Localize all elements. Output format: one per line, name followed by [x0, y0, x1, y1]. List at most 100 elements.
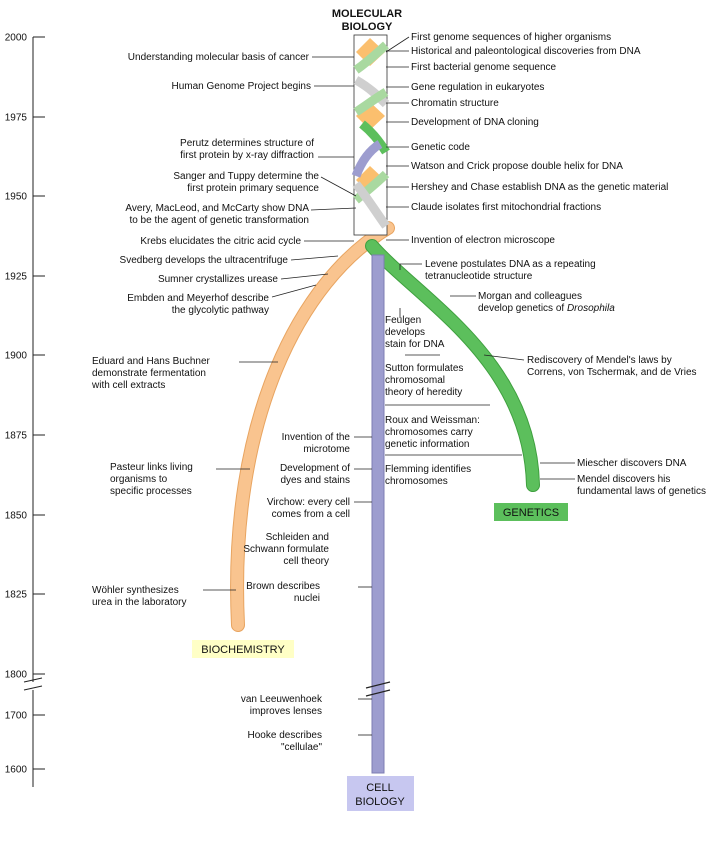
helix-band-grey	[353, 76, 390, 108]
event-label: van Leeuwenhoek	[241, 694, 323, 705]
event-label: develops	[385, 327, 425, 338]
event-label: Hooke describes	[248, 730, 322, 741]
event-label: Watson and Crick propose double helix fo…	[411, 161, 623, 172]
event-label: Genetic code	[411, 142, 470, 153]
event-label: comes from a cell	[272, 509, 350, 520]
event-leader-line	[310, 207, 357, 211]
event-label: Development of DNA cloning	[411, 117, 539, 128]
axis-tick-label: 1875	[5, 431, 28, 442]
event-label: specific processes	[110, 486, 192, 497]
event-label: first protein by x-ray diffraction	[180, 150, 314, 161]
event-label: Schwann formulate	[243, 544, 329, 555]
event-label: genetic information	[385, 439, 470, 450]
biochemistry-label-box	[192, 640, 294, 658]
event-label: Sanger and Tuppy determine the	[173, 171, 319, 182]
event-label: "cellulae"	[281, 742, 322, 753]
event-label: fundamental laws of genetics	[577, 486, 706, 497]
event-label: Flemming identifies	[385, 464, 471, 475]
event-leader-line	[280, 273, 329, 280]
event-label: Human Genome Project begins	[171, 81, 311, 92]
event-label: to be the agent of genetic transformatio…	[129, 215, 309, 226]
genetics-label: GENETICS	[503, 507, 559, 519]
event-label: Perutz determines structure of	[180, 138, 314, 149]
event-label: Rediscovery of Mendel's laws by	[527, 355, 672, 366]
event-label: First genome sequences of higher organis…	[411, 32, 611, 43]
event-label: Brown describes	[246, 581, 320, 592]
axis-tick-label: 1925	[5, 272, 28, 283]
helix-band-purple	[351, 140, 383, 178]
helix-diamond	[356, 70, 385, 98]
event-label: the glycolytic pathway	[172, 305, 269, 316]
event-label: Feulgen	[385, 315, 421, 326]
event-label: Correns, von Tschermak, and de Vries	[527, 367, 697, 378]
event-label: Sumner crystallizes urease	[158, 274, 278, 285]
title-line-1: MOLECULAR	[332, 8, 402, 20]
cell-biology-label-box	[347, 776, 414, 811]
helix-band-green	[353, 170, 390, 204]
event-label: Claude isolates first mitochondrial frac…	[411, 202, 601, 213]
event-label: Hershey and Chase establish DNA as the g…	[411, 182, 668, 193]
axis-tick-label: 1800	[5, 670, 28, 681]
event-leader-line	[483, 354, 525, 361]
event-label: Svedberg develops the ultracentrifuge	[120, 255, 289, 266]
event-label: chromosomes	[385, 476, 448, 487]
title-line-2: BIOLOGY	[342, 21, 393, 33]
event-leader-line	[290, 255, 339, 261]
event-label: Invention of the	[282, 432, 351, 443]
event-label: Mendel discovers his	[577, 474, 670, 485]
event-label: Gene regulation in eukaryotes	[411, 82, 544, 93]
event-leader-line	[320, 176, 357, 197]
event-label: Wöhler synthesizes	[92, 585, 179, 596]
axis-tick-label: 1975	[5, 113, 28, 124]
molecular-biology-events: First genome sequences of higher organis…	[385, 32, 668, 314]
axis-tick-label: 1900	[5, 351, 28, 362]
cell-biology-label-line-2: BIOLOGY	[355, 796, 405, 808]
event-label: cell theory	[283, 556, 329, 567]
event-label: Morgan and colleagues	[478, 291, 582, 302]
biochemistry-strand-fill	[231, 222, 394, 631]
genetics-strand-fill	[366, 240, 539, 491]
event-label: Sutton formulates	[385, 363, 463, 374]
event-label: demonstrate fermentation	[92, 368, 206, 379]
event-label: stain for DNA	[385, 339, 445, 350]
time-axis: 2000 1975 1950 1925 1900 1875 1850 1825 1800 1700…	[5, 33, 45, 787]
event-label: organisms to	[110, 474, 168, 485]
biochemistry-events: Understanding molecular basis of cancer H…	[91, 52, 357, 608]
helix-band-grey	[352, 181, 390, 229]
event-label: Pasteur links living	[110, 462, 193, 473]
event-label: Virchow: every cell	[267, 497, 350, 508]
event-label: nuclei	[294, 593, 320, 604]
event-label: develop genetics of Drosophila	[478, 303, 615, 314]
event-leader-line	[271, 284, 317, 298]
event-label: Chromatin structure	[411, 98, 499, 109]
molecular-biology-helix	[351, 34, 390, 236]
cell-biology-label-line-1: CELL	[366, 782, 394, 794]
event-label: Understanding molecular basis of cancer	[128, 52, 310, 63]
genetics-events: Rediscovery of Mendel's laws byCorrens, …	[483, 354, 706, 497]
event-label: Schleiden and	[266, 532, 329, 543]
axis-tick-label: 1950	[5, 192, 28, 203]
event-label: Miescher discovers DNA	[577, 458, 687, 469]
event-label: Avery, MacLeod, and McCarty show DNA	[125, 203, 309, 214]
event-label: Embden and Meyerhof describe	[127, 293, 269, 304]
event-label: dyes and stains	[281, 475, 351, 486]
event-label: Historical and paleontological discoveri…	[411, 46, 641, 57]
event-label: microtome	[303, 444, 350, 455]
event-label: with cell extracts	[91, 380, 165, 391]
event-label: Roux and Weissman:	[385, 415, 480, 426]
cell-biology-break-mark	[365, 681, 391, 697]
helix-diamond	[356, 198, 385, 226]
helix-band-green	[359, 120, 390, 155]
event-label: Eduard and Hans Buchner	[92, 356, 211, 367]
event-label: chromosomes carry	[385, 427, 473, 438]
event-label: urea in the laboratory	[92, 597, 187, 608]
helix-band-green	[353, 88, 389, 116]
axis-tick-label: 1600	[5, 765, 28, 776]
event-leader-line	[399, 263, 422, 270]
axis-tick-label: 1825	[5, 590, 28, 601]
event-label: first protein primary sequence	[187, 183, 319, 194]
event-leader-line	[385, 36, 410, 53]
